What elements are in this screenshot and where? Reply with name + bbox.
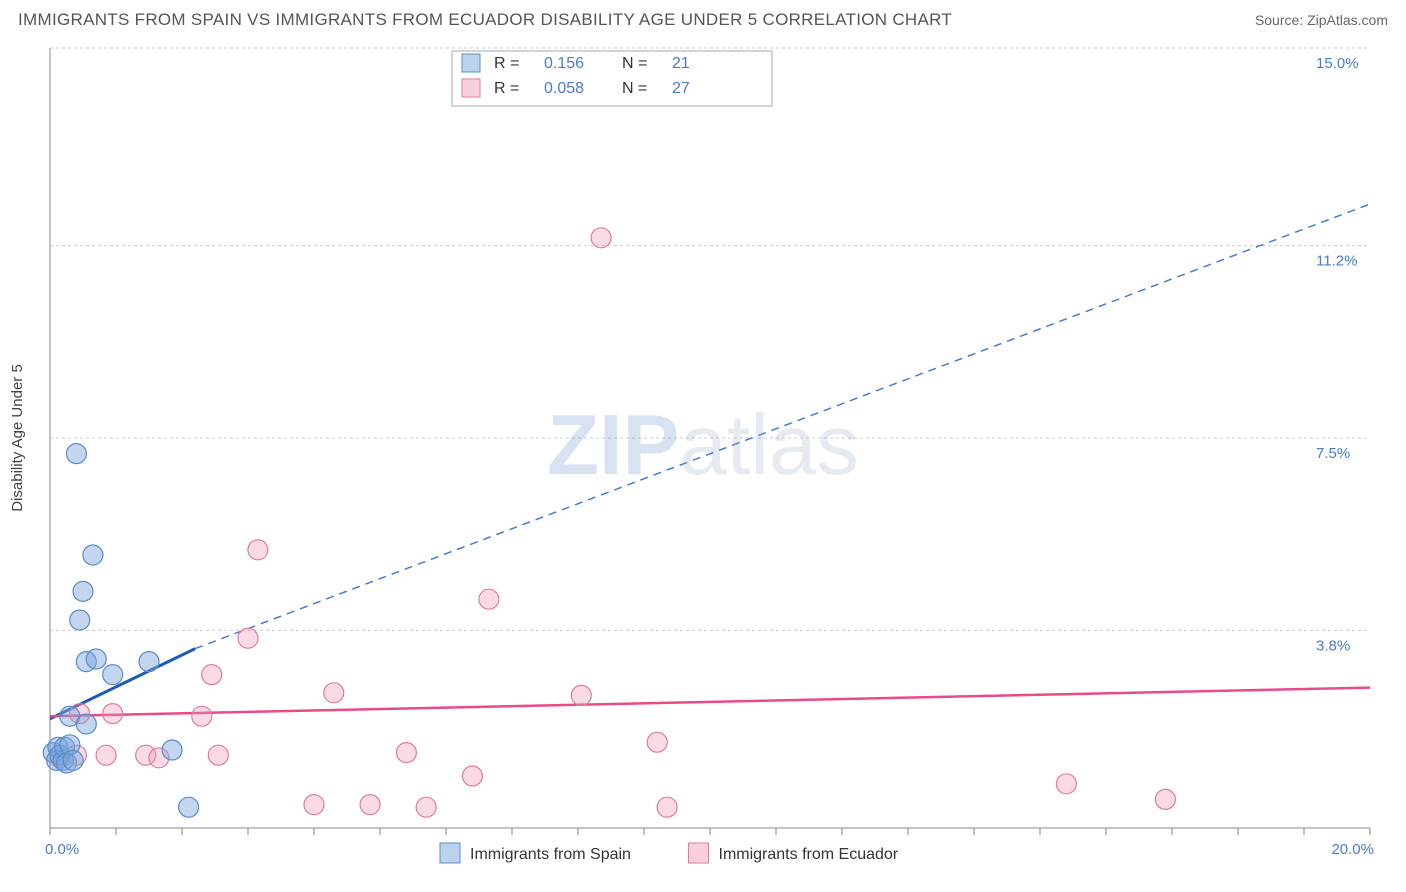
legend-swatch bbox=[462, 79, 480, 97]
bottom-legend-swatch bbox=[689, 843, 709, 863]
data-point-ecuador bbox=[192, 706, 212, 726]
data-point-ecuador bbox=[396, 743, 416, 763]
legend-n-label: N = bbox=[622, 55, 647, 72]
data-point-ecuador bbox=[657, 797, 677, 817]
legend-n-value: 21 bbox=[672, 55, 690, 72]
data-point-ecuador bbox=[462, 766, 482, 786]
y-tick-label: 15.0% bbox=[1316, 55, 1359, 72]
data-point-spain bbox=[162, 740, 182, 760]
data-point-ecuador bbox=[591, 228, 611, 248]
data-point-ecuador bbox=[360, 795, 380, 815]
data-point-ecuador bbox=[304, 795, 324, 815]
data-point-ecuador bbox=[1155, 789, 1175, 809]
legend-swatch bbox=[462, 54, 480, 72]
data-point-ecuador bbox=[416, 797, 436, 817]
bottom-legend-label: Immigrants from Spain bbox=[470, 846, 631, 863]
legend-r-label: R = bbox=[494, 80, 519, 97]
data-point-ecuador bbox=[103, 704, 123, 724]
data-point-ecuador bbox=[324, 683, 344, 703]
legend-n-value: 27 bbox=[672, 80, 690, 97]
trend-line-ecuador bbox=[50, 688, 1370, 717]
data-point-spain bbox=[63, 750, 83, 770]
data-point-ecuador bbox=[202, 665, 222, 685]
scatter-chart: 3.8% 7.5% 11.2% 15.0% 0.0% 20.0% Disability Ag… bbox=[0, 36, 1406, 876]
chart-container: ZIPatlas 3.8%7.5%11.2%15.0%0.0%20.0%Disa… bbox=[0, 36, 1406, 876]
x-origin-label: 0.0% bbox=[45, 841, 79, 858]
y-tick-label: 3.8% bbox=[1316, 637, 1350, 654]
data-point-ecuador bbox=[238, 628, 258, 648]
y-axis-title: Disability Age Under 5 bbox=[9, 364, 26, 512]
trend-line-spain-extrapolated bbox=[195, 204, 1370, 649]
y-tick-label: 11.2% bbox=[1316, 253, 1357, 270]
chart-title: IMMIGRANTS FROM SPAIN VS IMMIGRANTS FROM… bbox=[18, 10, 952, 30]
legend-r-value: 0.058 bbox=[544, 80, 584, 97]
bottom-legend-label: Immigrants from Ecuador bbox=[719, 846, 899, 863]
data-point-spain bbox=[179, 797, 199, 817]
data-point-spain bbox=[76, 714, 96, 734]
data-point-spain bbox=[103, 665, 123, 685]
data-point-ecuador bbox=[208, 745, 228, 765]
data-point-ecuador bbox=[248, 540, 268, 560]
bottom-legend-swatch bbox=[440, 843, 460, 863]
data-point-spain bbox=[83, 545, 103, 565]
data-point-ecuador bbox=[571, 685, 591, 705]
data-point-ecuador bbox=[647, 732, 667, 752]
x-max-label: 20.0% bbox=[1331, 841, 1374, 858]
data-point-spain bbox=[86, 649, 106, 669]
legend-n-label: N = bbox=[622, 80, 647, 97]
data-point-ecuador bbox=[1056, 774, 1076, 794]
source-attribution: Source: ZipAtlas.com bbox=[1255, 12, 1388, 28]
y-tick-label: 7.5% bbox=[1316, 445, 1350, 462]
legend-r-label: R = bbox=[494, 55, 519, 72]
legend-r-value: 0.156 bbox=[544, 55, 584, 72]
data-point-spain bbox=[139, 652, 159, 672]
data-point-spain bbox=[73, 581, 93, 601]
data-point-ecuador bbox=[479, 589, 499, 609]
data-point-ecuador bbox=[96, 745, 116, 765]
data-point-spain bbox=[66, 444, 86, 464]
data-point-spain bbox=[70, 610, 90, 630]
